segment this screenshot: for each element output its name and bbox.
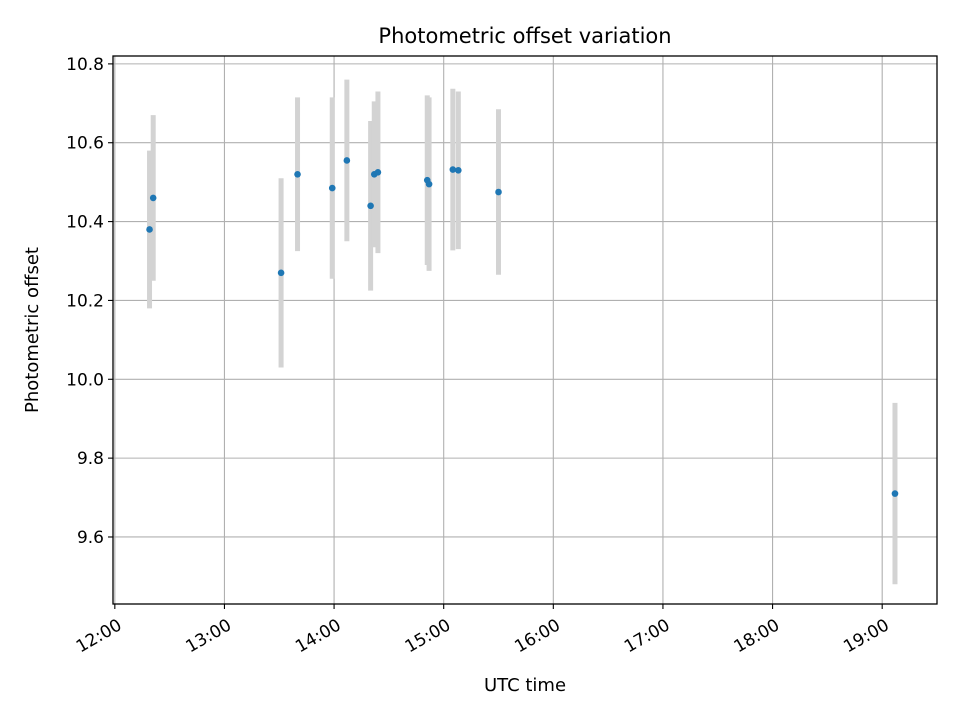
data-point bbox=[328, 184, 336, 192]
y-tick-label: 10.0 bbox=[66, 370, 104, 390]
data-point bbox=[367, 202, 374, 210]
y-tick-label: 10.2 bbox=[66, 291, 104, 311]
y-tick-label: 9.6 bbox=[77, 528, 104, 548]
data-point bbox=[343, 157, 351, 164]
data-point bbox=[425, 180, 433, 188]
x-axis-label: UTC time bbox=[484, 675, 566, 696]
y-tick-label: 10.4 bbox=[66, 213, 104, 233]
y-tick-label: 9.8 bbox=[77, 449, 104, 469]
x-tick-label: 14:00 bbox=[292, 615, 344, 657]
data-point bbox=[374, 169, 382, 176]
y-tick-label: 10.8 bbox=[66, 55, 104, 75]
data-point bbox=[891, 490, 899, 497]
data-point bbox=[277, 269, 285, 277]
y-tick-label: 10.6 bbox=[66, 134, 104, 154]
data-point bbox=[449, 166, 457, 173]
axis-ticks: 12:00 13:00 14:00 15:00 16:00 17:00 18:00 19:00… bbox=[66, 55, 893, 657]
y-axis-label: Photometric offset bbox=[22, 247, 43, 413]
plot-frame bbox=[112, 55, 938, 605]
x-tick-label: 13:00 bbox=[183, 615, 235, 657]
data-points bbox=[146, 157, 899, 497]
x-tick-label: 17:00 bbox=[621, 615, 673, 657]
data-point bbox=[495, 188, 502, 196]
x-tick-label: 15:00 bbox=[402, 615, 454, 657]
chart-title: Photometric offset variation bbox=[378, 24, 671, 48]
x-tick-label: 12:00 bbox=[73, 615, 125, 657]
x-tick-label: 19:00 bbox=[840, 615, 892, 657]
data-point bbox=[149, 194, 157, 202]
x-tick-label: 16:00 bbox=[511, 615, 563, 657]
x-tick-label: 18:00 bbox=[731, 615, 783, 657]
error-bars bbox=[147, 79, 898, 585]
grid-lines bbox=[113, 56, 937, 604]
data-point bbox=[294, 170, 301, 178]
data-point bbox=[146, 226, 153, 233]
data-point bbox=[455, 167, 462, 174]
